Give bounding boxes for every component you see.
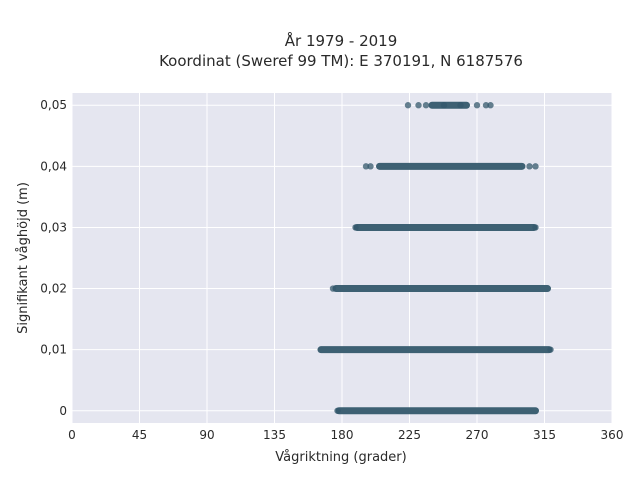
data-point (473, 102, 481, 109)
y-tick-label: 0,05 (40, 98, 67, 112)
x-axis-ticks: 0 45 90 135 180 225 270 315 360 (68, 428, 623, 442)
data-point (422, 102, 430, 109)
data-point (457, 102, 464, 109)
data-points (317, 101, 554, 415)
x-tick-label: 135 (263, 428, 286, 442)
data-point (334, 407, 341, 414)
data-point (415, 102, 422, 109)
x-tick-label: 270 (466, 428, 489, 442)
data-point (547, 346, 554, 353)
data-point (526, 163, 533, 170)
y-axis-label: Signifikant våghöjd (m) (16, 182, 31, 334)
x-tick-label: 315 (533, 428, 556, 442)
data-point (440, 102, 448, 109)
data-point (352, 224, 359, 231)
data-point (404, 102, 412, 109)
data-point (532, 163, 539, 170)
data-point (487, 102, 494, 109)
x-tick-label: 225 (398, 428, 421, 442)
x-tick-label: 45 (132, 428, 147, 442)
y-tick-label: 0 (59, 404, 67, 418)
y-tick-label: 0,02 (40, 282, 67, 296)
data-point (482, 102, 490, 109)
x-tick-label: 0 (68, 428, 76, 442)
y-axis-ticks: 0 0,01 0,02 0,03 0,04 0,05 (40, 98, 67, 418)
x-axis-label: Vågriktning (grader) (275, 450, 406, 465)
y-tick-label: 0,01 (40, 343, 67, 357)
chart-title: År 1979 - 2019 (285, 31, 398, 50)
x-tick-label: 90 (199, 428, 214, 442)
data-point (362, 163, 370, 170)
data-point (532, 224, 539, 231)
y-tick-label: 0,03 (40, 220, 67, 234)
y-tick-label: 0,04 (40, 159, 67, 173)
data-point (329, 285, 337, 292)
data-point (367, 163, 374, 170)
chart-subtitle: Koordinat (Sweref 99 TM): E 370191, N 61… (159, 52, 523, 70)
x-tick-label: 360 (601, 428, 624, 442)
x-tick-label: 180 (331, 428, 354, 442)
